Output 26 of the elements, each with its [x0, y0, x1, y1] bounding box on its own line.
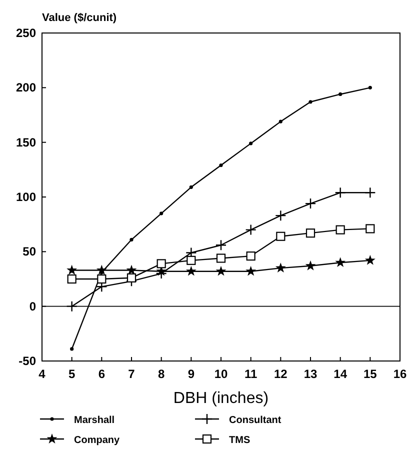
y-tick-label: 150	[16, 135, 36, 150]
x-tick-label: 15	[363, 367, 378, 381]
x-tick-label: 5	[68, 367, 76, 381]
x-tick-label: 4	[38, 367, 46, 381]
x-tick-label: 14	[334, 367, 348, 381]
legend-label: TMS	[229, 435, 250, 446]
x-tick-label: 6	[98, 367, 106, 381]
y-tick-label: 0	[29, 299, 36, 314]
legend-label: Company	[74, 435, 120, 446]
x-tick-label: 11	[244, 367, 258, 381]
y-tick-label: 250	[16, 26, 36, 40]
x-tick-label: 12	[274, 367, 288, 381]
x-tick-label: 7	[128, 367, 136, 381]
y-tick-label: -50	[18, 354, 36, 368]
y-axis-title: Value ($/cunit)	[42, 12, 117, 24]
x-tick-label: 13	[304, 367, 318, 381]
x-tick-label: 10	[214, 367, 228, 381]
y-tick-label: 100	[16, 190, 36, 204]
legend-label: Consultant	[229, 415, 282, 426]
x-tick-label: 8	[158, 367, 165, 381]
y-tick-label: 200	[16, 80, 36, 95]
x-tick-label: 9	[188, 367, 195, 381]
x-axis-title: DBH (inches)	[173, 390, 269, 407]
y-tick-label: 50	[22, 244, 36, 259]
x-tick-label: 16	[393, 367, 407, 381]
legend-label: Marshall	[74, 415, 115, 426]
